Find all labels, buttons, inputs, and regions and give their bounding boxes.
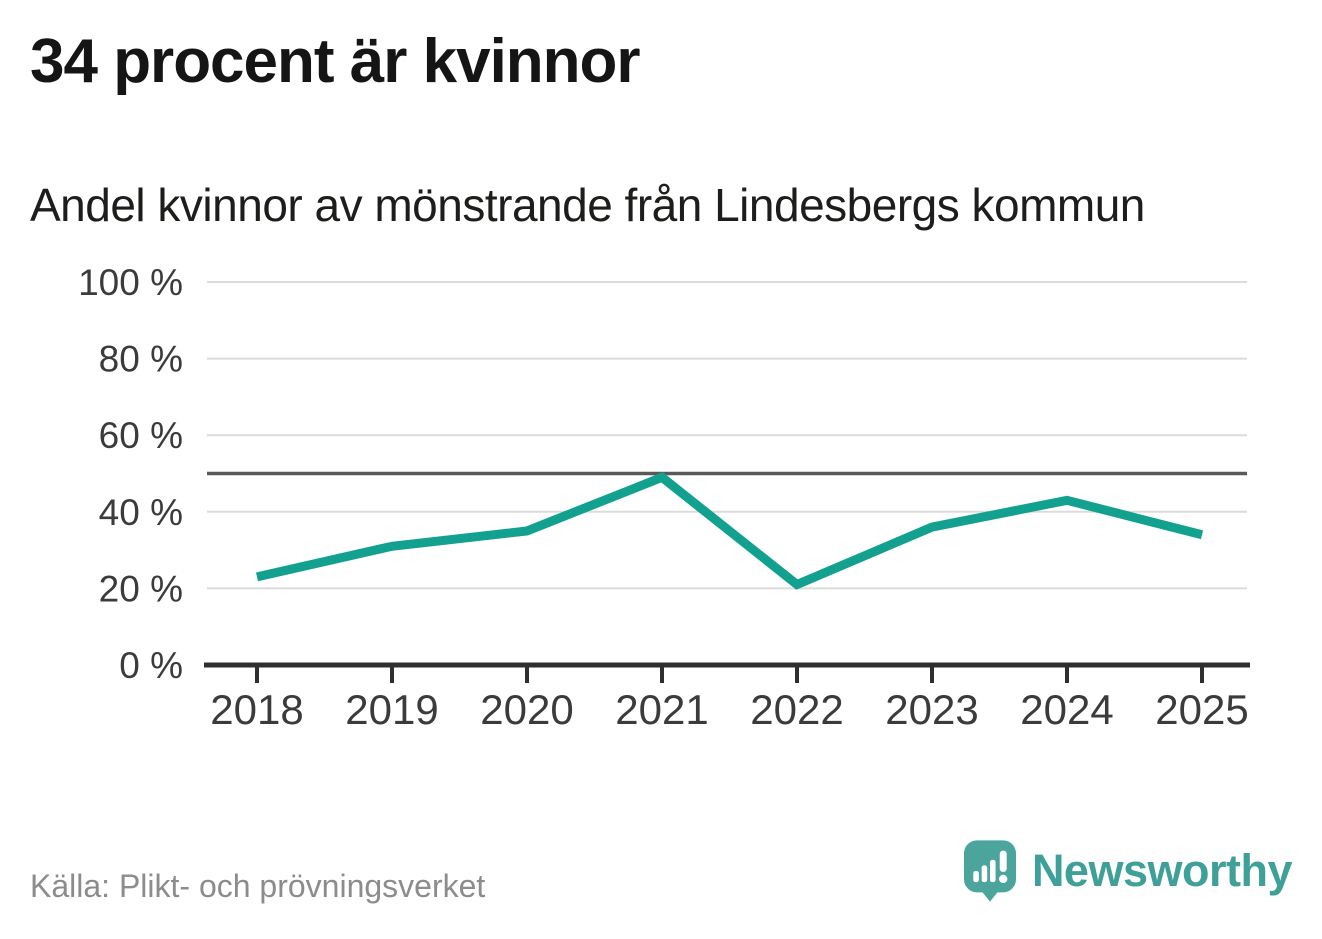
x-tick-label-2020: 2020 <box>480 686 573 733</box>
y-tick-label-80: 80 % <box>99 339 183 380</box>
chart-subtitle: Andel kvinnor av mönstrande från Lindesb… <box>30 179 1145 231</box>
newsworthy-bubble-chart-icon <box>963 840 1016 902</box>
newsworthy-wordmark: Newsworthy <box>1031 845 1293 896</box>
x-tick-label-2023: 2023 <box>885 686 978 733</box>
x-tick-label-2024: 2024 <box>1020 686 1113 733</box>
y-tick-label-20: 20 % <box>99 568 183 609</box>
x-tick-label-2025: 2025 <box>1155 686 1248 733</box>
y-tick-label-0: 0 % <box>119 645 183 686</box>
x-tick-label-2019: 2019 <box>345 686 438 733</box>
data-line-Andel kvinnor av mönstrande <box>256 472 1204 590</box>
newsworthy-logo: Newsworthy <box>963 840 1293 902</box>
y-tick-label-40: 40 % <box>99 492 183 533</box>
x-tick-label-2021: 2021 <box>615 686 708 733</box>
y-tick-label-60: 60 % <box>99 415 183 456</box>
x-tick-label-2018: 2018 <box>210 686 303 733</box>
x-tick-label-2022: 2022 <box>750 686 843 733</box>
y-tick-label-100: 100 % <box>78 262 183 303</box>
page-title: 34 procent är kvinnor <box>30 27 641 96</box>
source-note: Källa: Plikt- och prövningsverket <box>30 868 486 904</box>
